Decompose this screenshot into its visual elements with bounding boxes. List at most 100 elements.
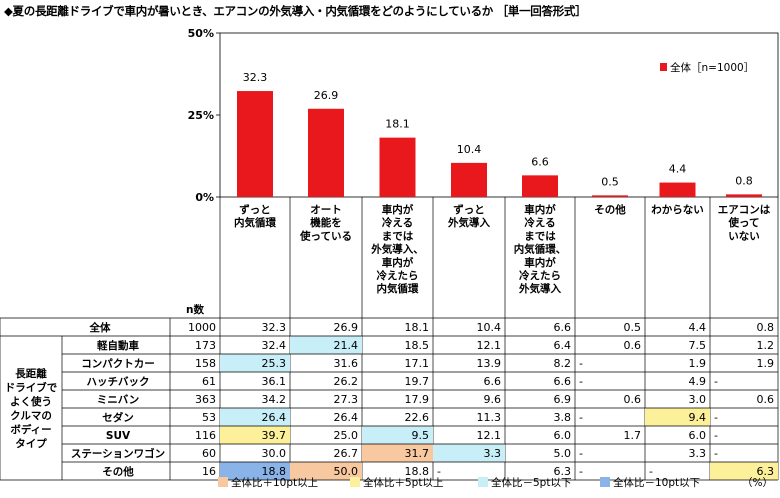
table-cell: - (579, 447, 583, 460)
row-n-value: 61 (202, 375, 216, 388)
row-n-value: 53 (202, 411, 216, 424)
table-cell: 12.1 (477, 339, 502, 352)
bar-value-label: 4.4 (669, 163, 687, 176)
row-n-value: 1000 (188, 321, 216, 334)
table-cell: 4.4 (689, 321, 707, 334)
category-label: オート機能を使っている (299, 204, 352, 242)
category-label: ずっと外気導入 (447, 203, 490, 229)
table-cell: - (579, 411, 583, 424)
table-cell: 12.1 (477, 429, 502, 442)
row-label: ミニバン (97, 394, 140, 406)
row-n-value: 173 (195, 339, 216, 352)
bar (451, 162, 487, 197)
bar-value-label: 6.6 (531, 155, 549, 168)
table-cell: - (714, 375, 718, 388)
table-cell: 6.0 (689, 429, 707, 442)
row-label: ハッチバック (87, 376, 150, 388)
table-cell: 32.4 (262, 339, 287, 352)
table-cell: 0.8 (757, 321, 775, 334)
row-label: 全体 (89, 321, 111, 334)
bar (237, 91, 273, 197)
bar (592, 195, 628, 197)
group-label: 長距離ドライブでよく使うクルマのボディータイプ (5, 367, 58, 450)
table-cell: 6.9 (554, 393, 572, 406)
row-label: その他 (102, 465, 134, 478)
table-cell: 6.6 (484, 375, 502, 388)
category-label: 車内が冷えるまでは外気導入、車内が冷えたら内気循環 (370, 203, 424, 295)
cell-highlight (220, 426, 290, 444)
table-cell: - (714, 429, 718, 442)
table-cell: 3.8 (554, 411, 572, 424)
cell-highlight (362, 426, 433, 444)
table-cell: 26.4 (262, 411, 287, 424)
table-cell: 31.6 (334, 357, 359, 370)
table-cell: 9.4 (689, 411, 707, 424)
table-cell: 18.1 (405, 321, 430, 334)
highlight-legend-swatch (478, 477, 488, 487)
plot-area (219, 32, 779, 198)
table-cell: 18.5 (405, 339, 430, 352)
highlight-legend-label: 全体比＋10pt以上 (231, 476, 318, 489)
highlight-legend-label: 全体比－10pt以下 (613, 476, 700, 489)
table-cell: 4.9 (689, 375, 707, 388)
y-tick-label: 25% (188, 109, 214, 122)
chart-title: ◆夏の長距離ドライブで車内が暑いとき、エアコンの外気導入・内気循環をどのようにし… (4, 4, 587, 18)
table-cell: 3.3 (484, 447, 502, 460)
table-cell: 22.6 (405, 411, 430, 424)
n-header: n数 (186, 303, 204, 316)
table-cell: 26.2 (334, 375, 359, 388)
bar (379, 137, 416, 197)
table-cell: 11.3 (477, 411, 502, 424)
table-cell: 18.8 (405, 465, 430, 478)
table-cell: 9.5 (412, 429, 430, 442)
row-n-value: 363 (195, 393, 216, 406)
table-cell: 6.3 (757, 465, 775, 478)
bar-value-label: 32.3 (243, 71, 268, 84)
table-cell: 13.9 (477, 357, 502, 370)
category-label: わからない (651, 204, 704, 216)
row-n-value: 16 (202, 465, 216, 478)
cell-highlight (290, 462, 362, 480)
row-label: コンパクトカー (81, 358, 155, 370)
row-n-value: 60 (202, 447, 216, 460)
cell-highlight (220, 408, 290, 426)
table-cell: 1.2 (757, 339, 775, 352)
table-cell: 19.7 (405, 375, 430, 388)
table-cell: - (714, 411, 718, 424)
table-cell: 39.7 (262, 429, 287, 442)
legend-label: 全体［n=1000］ (670, 61, 754, 74)
table-cell: 34.2 (262, 393, 287, 406)
category-label: ずっと内気循環 (234, 203, 276, 229)
table-cell: 6.6 (554, 321, 572, 334)
bar-value-label: 0.8 (735, 174, 753, 187)
table-cell: 0.5 (624, 321, 642, 334)
cell-highlight (290, 336, 362, 354)
table-cell: 17.1 (405, 357, 430, 370)
bar-value-label: 0.5 (601, 175, 619, 188)
cell-highlight (220, 354, 290, 372)
table-cell: 32.3 (262, 321, 287, 334)
table-cell: 3.3 (689, 447, 707, 460)
table-cell: 0.6 (624, 339, 642, 352)
cell-highlight (220, 462, 290, 480)
row-label: セダン (102, 411, 134, 424)
table-cell: 6.0 (554, 429, 572, 442)
bar (726, 194, 762, 197)
bar (308, 108, 344, 197)
category-label: エアコンは使っていない (718, 204, 771, 242)
bar (522, 175, 558, 197)
table-cell: 6.4 (554, 339, 572, 352)
row-label: ステーションワゴン (71, 447, 165, 460)
table-cell: 7.5 (689, 339, 707, 352)
row-label: 軽自動車 (97, 339, 139, 352)
highlight-legend-label: 全体比＋5pt以上 (363, 476, 443, 489)
cell-highlight (710, 462, 778, 480)
table-cell: 26.7 (334, 447, 359, 460)
table-cell: 27.3 (334, 393, 359, 406)
bar-value-label: 18.1 (385, 118, 410, 131)
bar-value-label: 26.9 (314, 89, 339, 102)
cell-highlight (433, 444, 505, 462)
table-cell: 25.3 (262, 357, 287, 370)
bar-value-label: 10.4 (457, 143, 482, 156)
